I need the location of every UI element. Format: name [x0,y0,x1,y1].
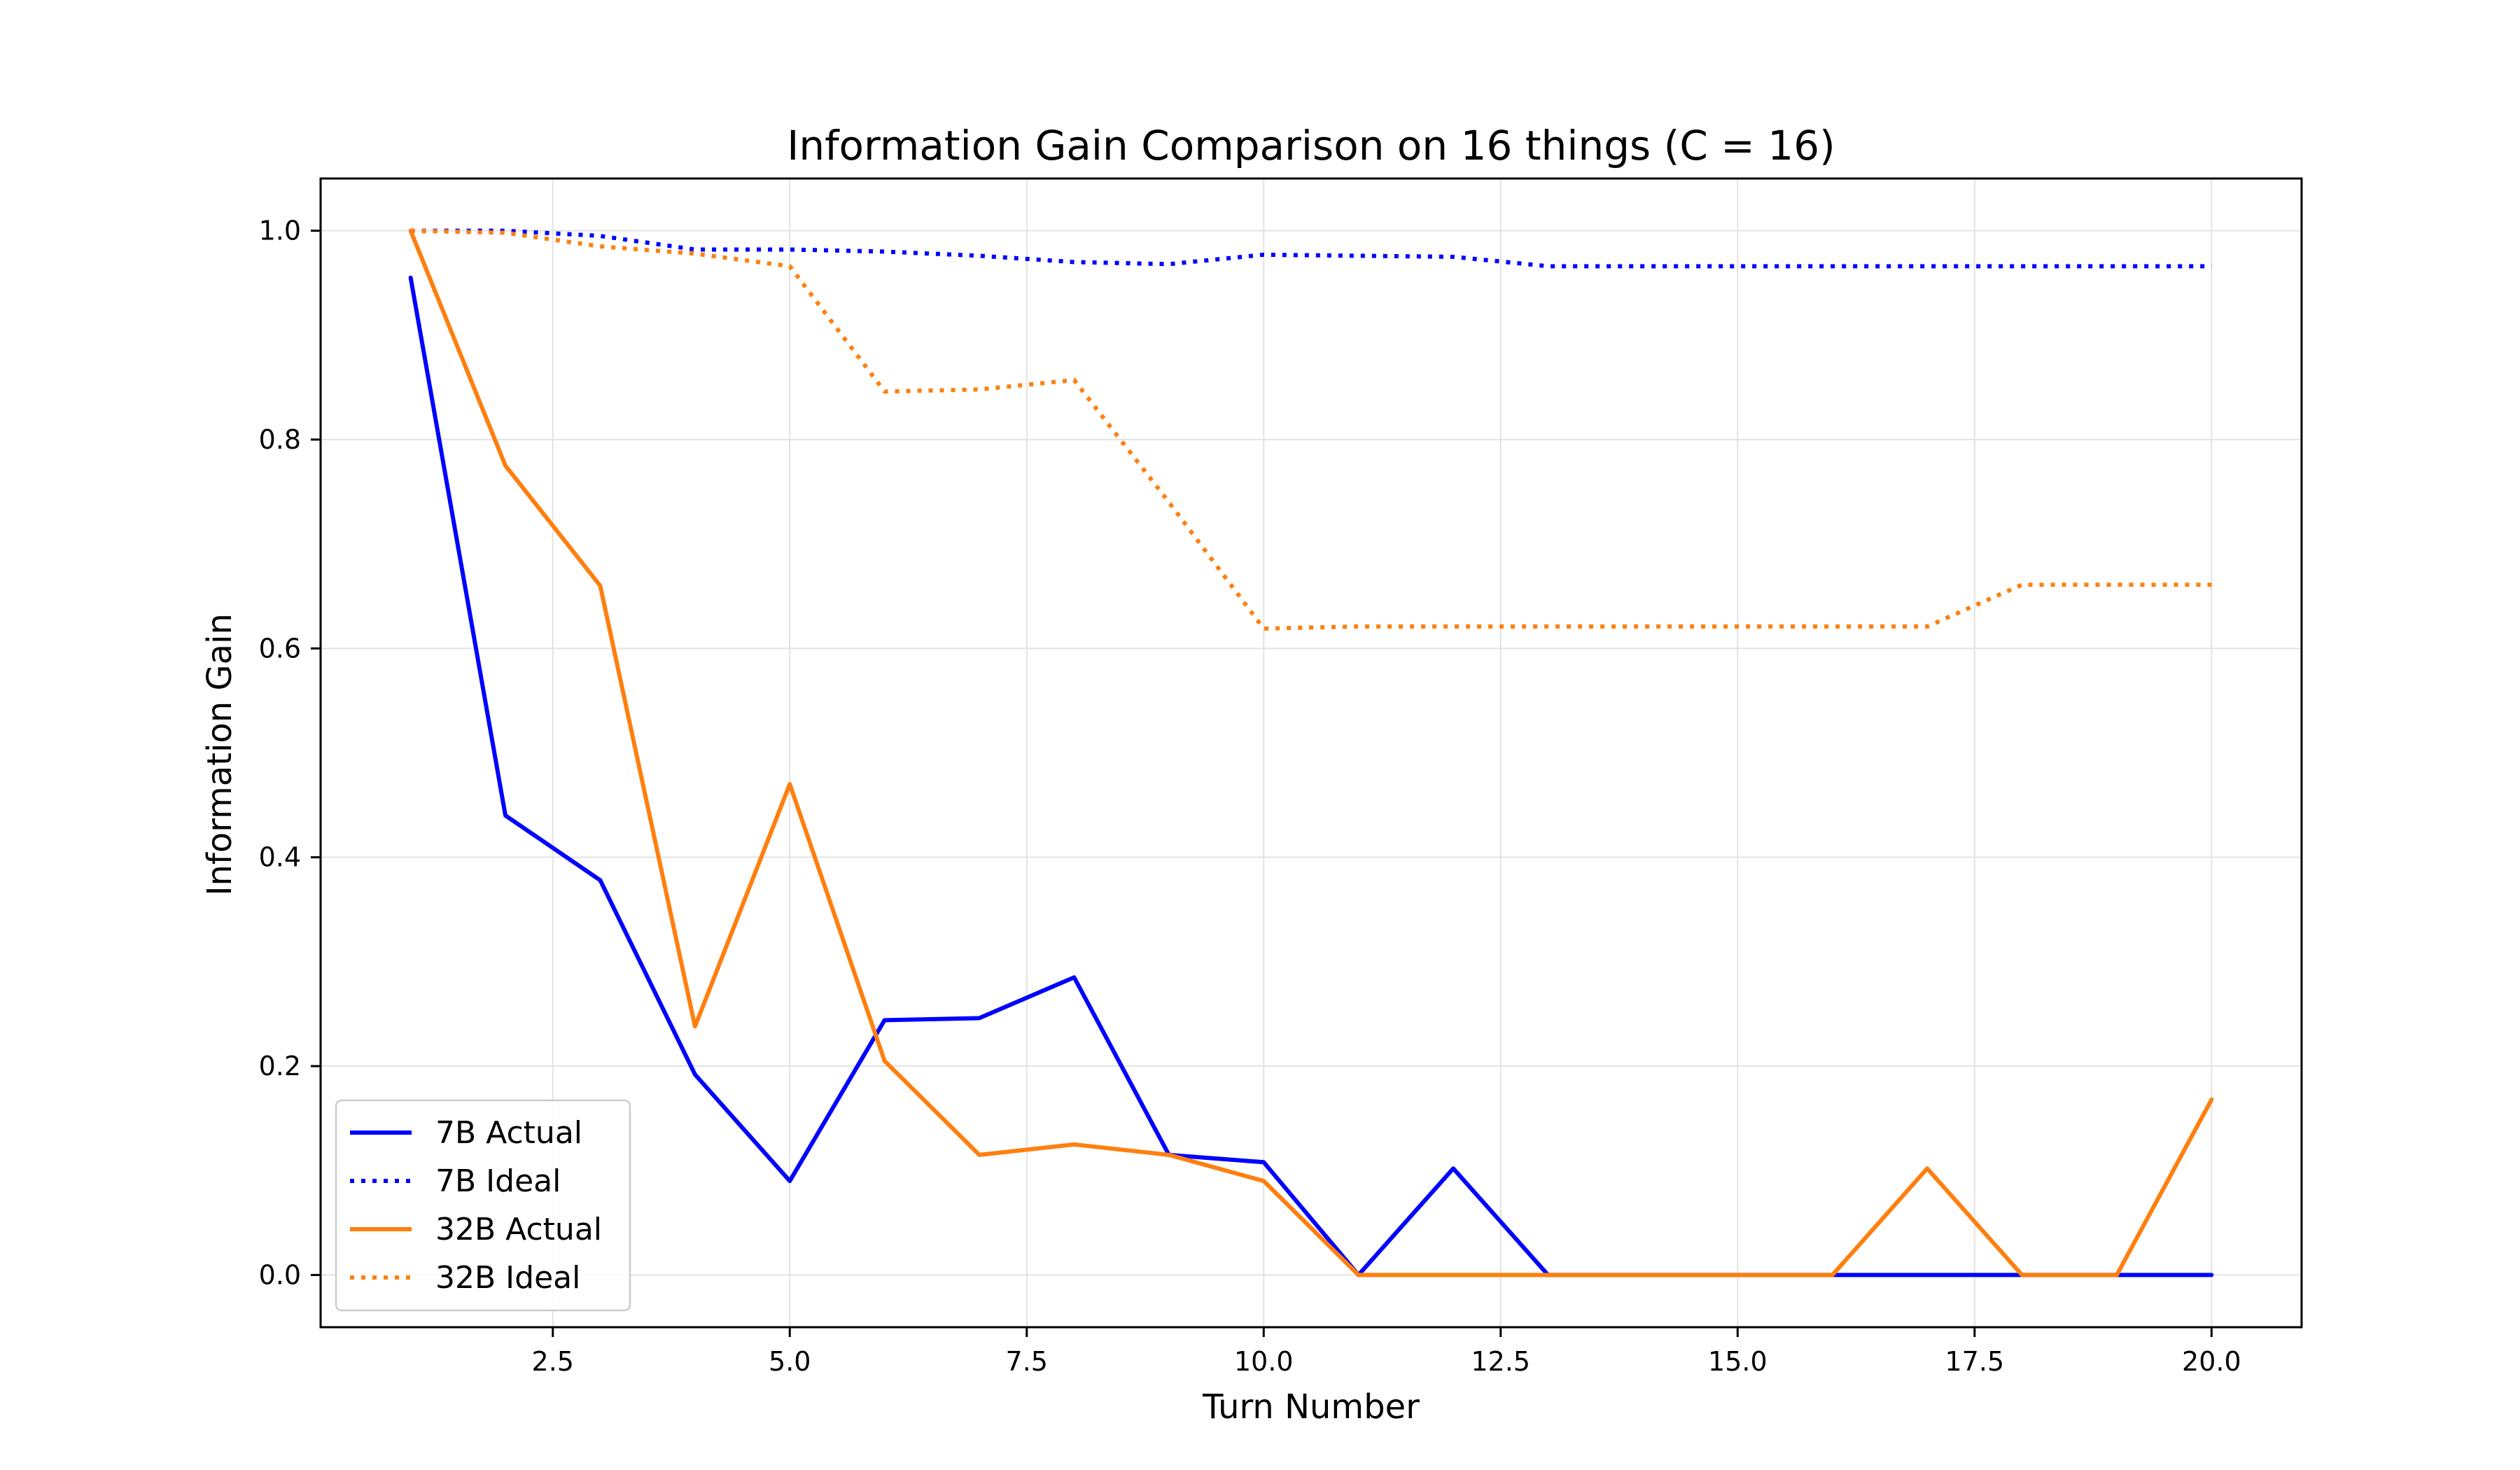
y-axis-label: Information Gain [200,613,239,895]
y-tick-label: 0.0 [259,1259,301,1290]
plot-series [408,228,2214,1278]
x-tick-label: 20.0 [2182,1346,2241,1377]
x-tick-label: 5.0 [769,1346,811,1377]
legend-label-32b-actual: 32B Actual [435,1212,602,1247]
series-line-32b-actual [408,228,2214,1278]
legend-label-7b-actual: 7B Actual [435,1115,582,1151]
x-axis-label: Turn Number [1202,1387,1420,1427]
x-tick-label: 2.5 [532,1346,574,1377]
x-tick-label: 10.0 [1234,1346,1294,1377]
series-line-32b-ideal [410,228,2212,631]
grid-lines [321,178,2302,1327]
legend-label-32b-ideal: 32B Ideal [435,1260,580,1296]
series-line-7b-ideal [410,228,2212,269]
x-tick-label: 17.5 [1945,1346,2005,1377]
y-tick-label: 0.2 [259,1051,301,1082]
y-tick-label: 0.6 [259,633,301,664]
y-tick-label: 0.8 [259,424,301,455]
x-tick-label: 7.5 [1006,1346,1048,1377]
axis-ticks: 2.5 5.0 7.5 10.0 12.5 15.0 17.5 20.0 0.0 0.2 0.4 0.… [259,216,2241,1377]
legend-box [335,1099,631,1312]
legend: 7B Actual 7B Ideal 32B Actual 32B Ideal [335,1099,631,1312]
y-tick-label: 1.0 [259,216,301,246]
series-line-7b-actual [408,275,2214,1278]
chart-title: Information Gain Comparison on 16 things… [787,122,1835,169]
legend-label-7b-ideal: 7B Ideal [435,1163,561,1199]
y-tick-label: 0.4 [259,842,301,873]
x-tick-label: 15.0 [1708,1346,1768,1377]
plot-frame [319,177,2303,1329]
x-tick-label: 12.5 [1471,1346,1531,1377]
